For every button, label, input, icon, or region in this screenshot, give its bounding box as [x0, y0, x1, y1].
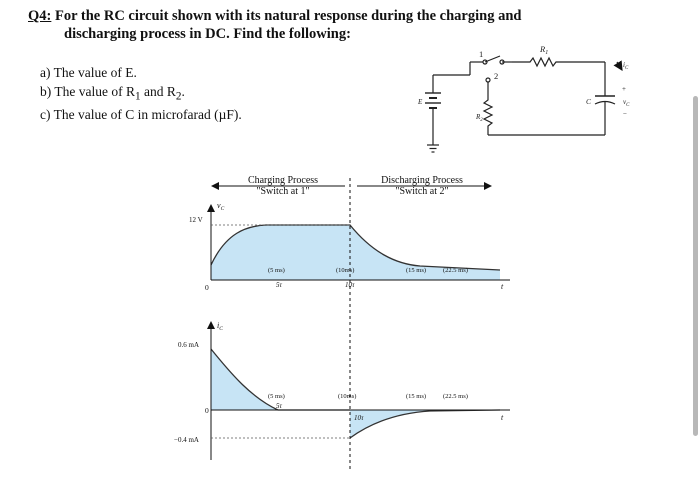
- vc-t10-label: (10ms): [336, 267, 354, 274]
- charging-label: Charging Process: [248, 175, 318, 186]
- ic-t5-label: (5 ms): [268, 393, 285, 400]
- scrollbar[interactable]: [693, 96, 698, 436]
- ic-10tau-label: 10τ: [354, 414, 364, 422]
- circuit-diagram: [425, 55, 623, 153]
- ic-charge-curve: [210, 348, 350, 411]
- part-c-id: c): [40, 106, 51, 122]
- part-b-id: b): [40, 83, 52, 99]
- vc-axis-label: vC: [217, 201, 225, 212]
- part-c-text: The value of C in microfarad (µF).: [53, 106, 242, 122]
- ic-axis-label: iC: [217, 321, 223, 332]
- part-b-text-mid: and R: [140, 83, 176, 99]
- vc-zero-label: 0: [205, 283, 209, 292]
- part-b-sub2: 2: [175, 90, 182, 103]
- part-b-sub1: 1: [135, 90, 141, 103]
- r1-label: R1: [539, 44, 548, 56]
- capacitor-label: C: [586, 97, 592, 106]
- switch-label-2: 2: [494, 71, 498, 81]
- vc-curve: [210, 224, 501, 271]
- vc-level-12v: 12 V: [189, 216, 203, 224]
- question-parts: a) The value of E. b) The value of R1 an…: [40, 64, 242, 124]
- ic-t-label: t: [501, 413, 504, 422]
- part-a: a) The value of E.: [40, 64, 242, 83]
- part-a-id: a): [40, 65, 51, 80]
- ic-discharge-curve: [349, 409, 501, 439]
- ic-plot: [207, 321, 510, 460]
- vc-labels: vC 12 V 0 t (5 ms) 5τ (10ms) 10τ (15 ms)…: [189, 201, 504, 292]
- question-title: Q4: For the RC circuit shown with its na…: [28, 7, 668, 43]
- vc-minus-label: −: [623, 110, 627, 118]
- process-headers: Charging Process "Switch at 1" Dischargi…: [248, 175, 463, 197]
- ic-level-pos: 0.6 mA: [178, 341, 199, 349]
- ic-labels: iC 0.6 mA −0.4 mA 0 t (5 ms) 5τ (10ms) 1…: [174, 321, 504, 444]
- ic-t225-label: (22.5 ms): [443, 393, 468, 400]
- vc-plus-label: +: [622, 85, 626, 93]
- resistor-r2: [482, 96, 494, 135]
- switch-pos1-contact: [482, 59, 488, 65]
- vc-5tau-label: 5τ: [276, 281, 283, 289]
- circuit-labels: 1 2 R1 R2 E C iC + vC −: [417, 44, 630, 123]
- charging-sub-label: "Switch at 1": [256, 186, 309, 197]
- discharging-label: Discharging Process: [381, 175, 463, 186]
- part-b: b) The value of R1 and R2.: [40, 83, 242, 106]
- part-b-text-pre: The value of R: [54, 83, 135, 99]
- switch-pos2-contact: [485, 77, 491, 83]
- question-number: Q4:: [28, 8, 52, 24]
- vc-fill: [211, 225, 500, 280]
- part-b-text-post: .: [181, 83, 185, 99]
- ic-zero-label: 0: [205, 406, 209, 415]
- vc-t5-label: (5 ms): [268, 267, 285, 274]
- vc-10tau-label: 10τ: [345, 281, 355, 289]
- ic-level-neg: −0.4 mA: [174, 436, 199, 444]
- part-c: c) The value of C in microfarad (µF).: [40, 106, 242, 125]
- part-a-text: The value of E.: [53, 65, 137, 80]
- switch-label-1: 1: [479, 49, 483, 59]
- ic-t10-label: (10ms): [338, 393, 356, 400]
- vc-label: vC: [623, 98, 630, 108]
- ic-5tau-label: 5τ: [276, 402, 283, 410]
- vc-t-label: t: [501, 282, 504, 291]
- ic-label: iC: [623, 61, 629, 71]
- r2-label: R2: [475, 113, 483, 123]
- question-line-2: discharging process in DC. Find the foll…: [64, 26, 351, 42]
- switch-blade: [484, 55, 501, 63]
- ic-arrow: [613, 60, 623, 72]
- discharging-sub-label: "Switch at 2": [395, 186, 448, 197]
- source-label: E: [417, 98, 423, 106]
- vc-plot: [207, 204, 510, 281]
- ic-t15-label: (15 ms): [406, 393, 426, 400]
- vc-t15-label: (15 ms): [406, 267, 426, 274]
- vc-t225-label: (22.5 ms): [443, 267, 468, 274]
- capacitor-plate-bottom: [594, 100, 616, 105]
- ic-charge-fill: [211, 349, 278, 410]
- ic-discharge-fill: [350, 410, 500, 438]
- question-line-1: For the RC circuit shown with its natura…: [54, 8, 522, 24]
- resistor-r1: [512, 56, 605, 68]
